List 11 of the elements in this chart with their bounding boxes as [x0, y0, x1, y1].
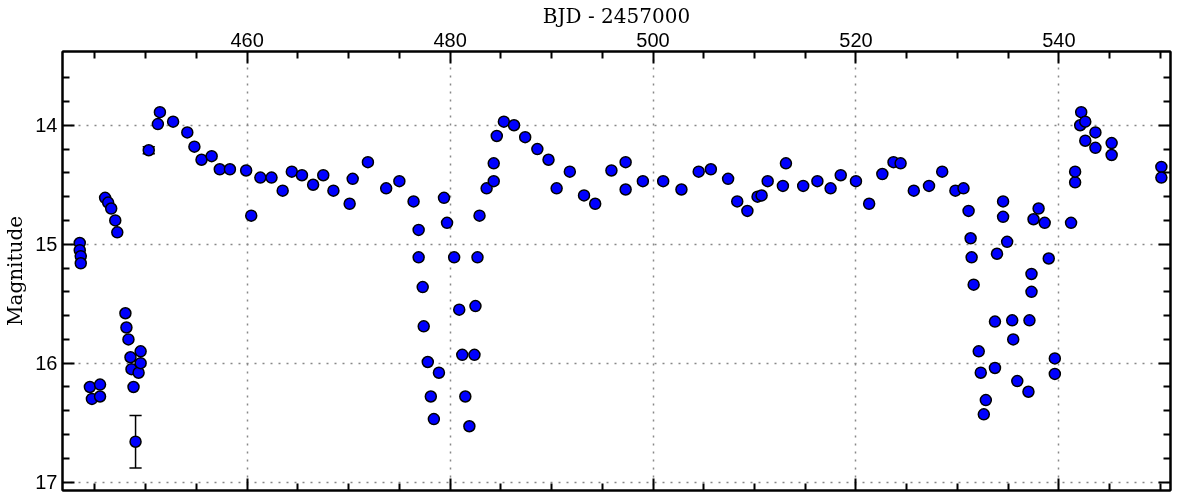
x-tick-label: 520	[839, 28, 873, 51]
y-tick-label: 15	[35, 233, 58, 256]
x-tick-label: 480	[433, 28, 467, 51]
x-tick-label: 500	[636, 28, 670, 51]
x-tick-label: 460	[230, 28, 264, 51]
y-tick-label: 17	[35, 471, 58, 493]
x-axis-title: BJD - 2457000	[542, 3, 691, 28]
y-axis-title: Magnitude	[3, 215, 28, 327]
y-tick-label: 16	[35, 352, 58, 375]
x-tick-label: 540	[1042, 28, 1076, 51]
y-tick-label: 14	[35, 114, 58, 137]
